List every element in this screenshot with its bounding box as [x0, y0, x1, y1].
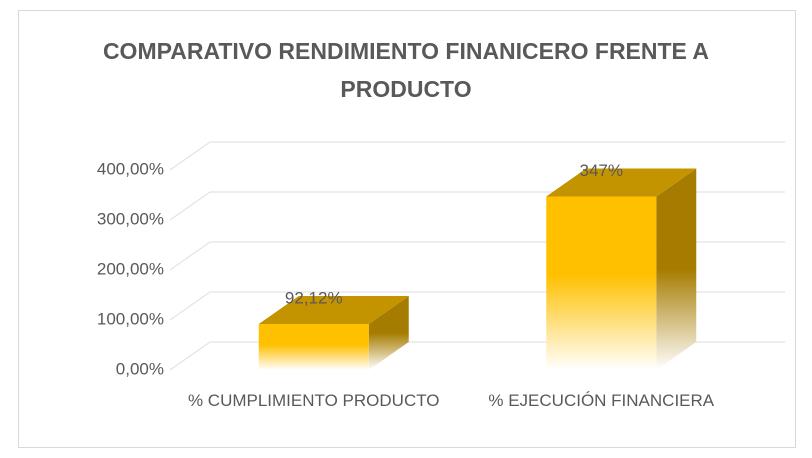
- bar: [546, 196, 657, 370]
- bar-side: [656, 168, 697, 370]
- data-label: 92,12%: [285, 288, 343, 307]
- bar-top: [546, 168, 697, 197]
- y-tick-label: 200,00%: [97, 259, 164, 278]
- data-label: 347%: [580, 161, 623, 180]
- bar-top: [258, 295, 409, 324]
- y-tick-label: 100,00%: [97, 309, 164, 328]
- chart-title: COMPARATIVO RENDIMIENTO FINANICERO FRENT…: [102, 38, 710, 102]
- y-tick-label: 0,00%: [116, 359, 164, 378]
- y-tick-label: 300,00%: [97, 209, 164, 228]
- y-tick-label: 400,00%: [97, 159, 164, 178]
- bar-side: [368, 295, 409, 370]
- chart-border: [18, 10, 796, 448]
- x-tick-label: % CUMPLIMIENTO PRODUCTO: [187, 391, 440, 410]
- bar: [258, 323, 369, 370]
- x-tick-label: % EJECUCIÓN FINANCIERA: [488, 391, 715, 410]
- grid-line: [169, 141, 785, 171]
